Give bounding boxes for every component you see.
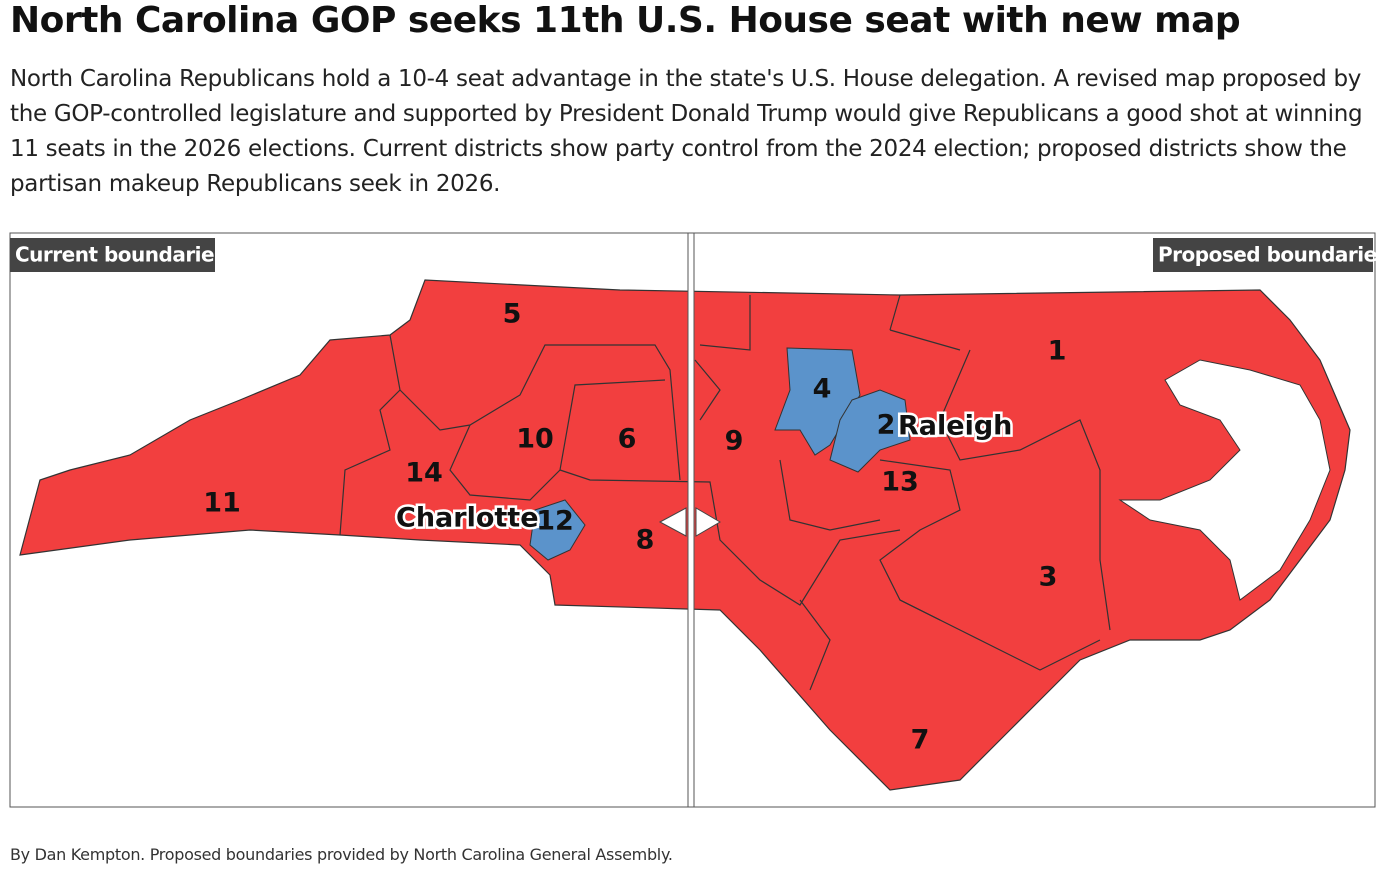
city-label: Raleigh [898, 411, 1012, 442]
district-2 [829, 389, 911, 473]
right-tag: Proposed boundaries [1158, 243, 1388, 267]
right-tag-bg [1153, 238, 1373, 272]
district-borders [339, 294, 1111, 691]
district-label: 10 [516, 424, 554, 455]
left-tag-bg [10, 238, 215, 272]
district-label: 2 [877, 410, 896, 441]
sound [1118, 359, 1331, 601]
description: North Carolina Republicans hold a 10-4 s… [10, 66, 1363, 197]
city-label: Charlotte [396, 503, 539, 534]
title: North Carolina GOP seeks 11th U.S. House… [10, 0, 1241, 41]
divider [687, 232, 695, 808]
district-label: 7 [911, 725, 930, 756]
district-label: 3 [1039, 562, 1058, 593]
district-label: 8 [636, 525, 655, 556]
district-label: 4 [813, 374, 832, 405]
left-tag: Current boundaries [15, 243, 226, 267]
district-label: 14 [405, 458, 443, 489]
district-label: 1 [1048, 336, 1067, 367]
district-label: 9 [725, 426, 744, 457]
slider-handle[interactable] [658, 507, 721, 537]
credit: By Dan Kempton. Proposed boundaries prov… [10, 845, 673, 864]
district-label: 13 [881, 467, 919, 498]
district-label: 6 [618, 424, 637, 455]
district-label: 5 [503, 299, 522, 330]
district-12 [529, 499, 586, 561]
district-label: 11 [203, 488, 241, 519]
district-label: 12 [536, 506, 574, 537]
